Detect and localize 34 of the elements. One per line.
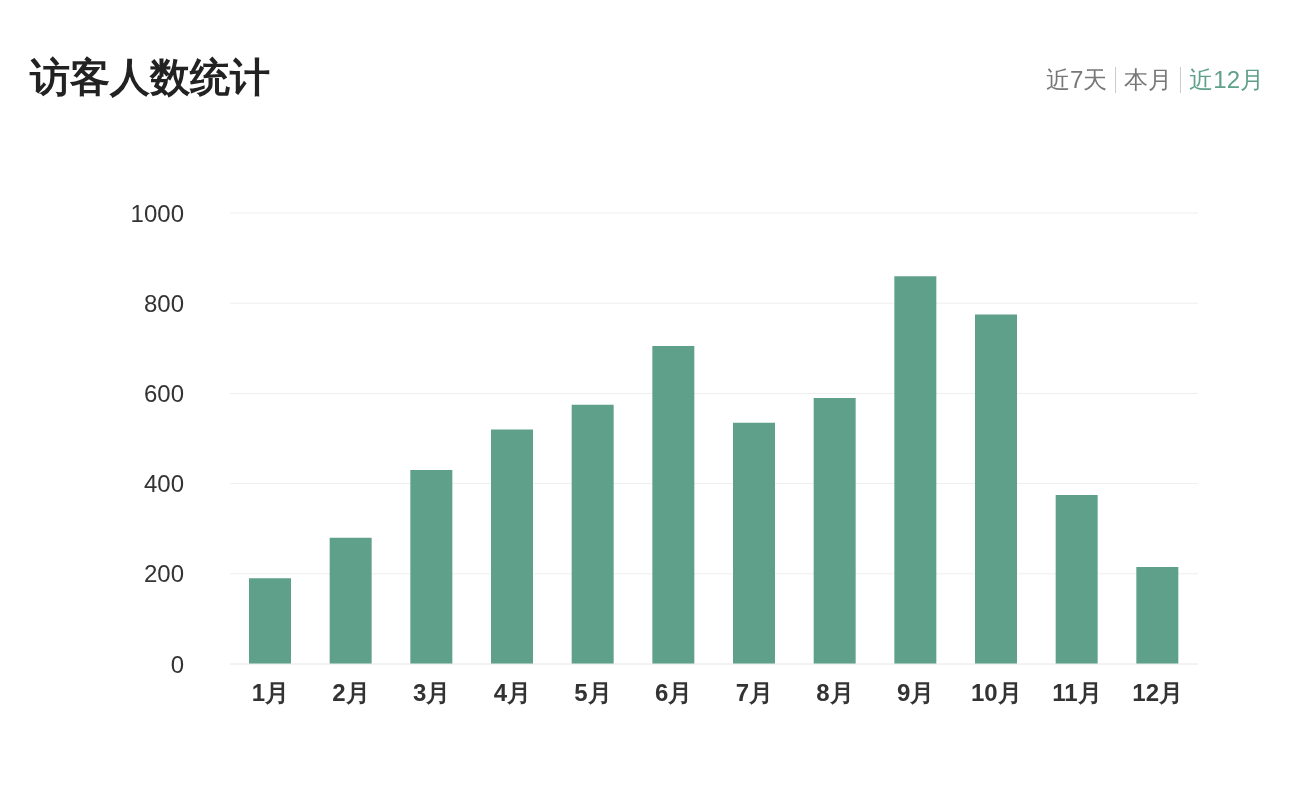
text: 近7天: [1045, 65, 1108, 95]
y-tick-label: 600: [143, 379, 184, 407]
bar: [491, 429, 533, 664]
chart-title: 访客人数统计: [30, 54, 270, 101]
x-tick-label: 10月: [970, 679, 1022, 707]
x-tick-label: 5月: [574, 679, 612, 707]
x-tick-label: 6月: [654, 679, 693, 707]
x-tick-label: 11月: [1052, 679, 1102, 707]
x-tick-label: 7月: [735, 679, 774, 707]
x-tick-label: 12月: [1132, 679, 1184, 707]
bar: [733, 422, 775, 664]
bar: [813, 397, 856, 664]
bar: [652, 346, 695, 664]
bar: [329, 537, 372, 664]
text: 本月: [1124, 65, 1173, 95]
y-tick-label: 0: [170, 650, 184, 678]
bar: [975, 314, 1017, 664]
x-tick-label: 1月: [251, 679, 290, 707]
bar: [1136, 567, 1179, 664]
x-tick-label: 9月: [896, 679, 935, 707]
x-tick-label: 4月: [493, 679, 532, 707]
y-tick-label: 800: [143, 289, 184, 317]
y-tick-label: 1000: [130, 199, 184, 227]
bar: [894, 276, 937, 664]
x-tick-label: 3月: [412, 679, 451, 707]
x-tick-label: 8月: [816, 679, 854, 707]
bar: [249, 578, 291, 664]
bar: [410, 470, 453, 664]
bar: [571, 404, 614, 664]
bar: [1055, 494, 1098, 664]
text: 近12月: [1189, 65, 1264, 95]
x-tick-label: 2月: [332, 679, 370, 707]
y-tick-label: 400: [143, 470, 184, 498]
y-tick-label: 200: [143, 560, 184, 588]
